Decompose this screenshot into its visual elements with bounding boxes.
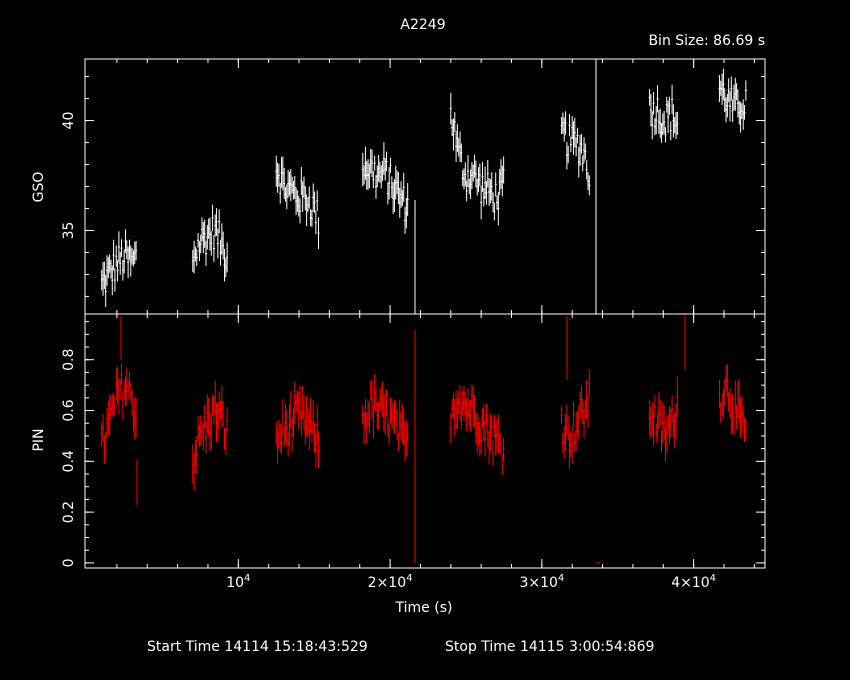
x-tick-label: 3×104 [519,573,564,591]
x-tick-label: 104 [226,573,250,591]
data-segment [449,384,505,475]
data-segment [560,111,591,196]
data-segment [275,155,320,249]
y-tick-label: 0.8 [61,349,77,371]
gso-axis-label: GSO [31,172,47,203]
y-tick-label: 40 [61,112,77,130]
panel-frame [84,313,766,569]
data-layer [100,59,747,564]
data-segment [100,363,138,465]
bin-size-label: Bin Size: 86.69 s [648,33,765,49]
pin-axis-label: PIN [31,428,47,451]
data-segment [100,229,138,307]
data-segment [718,364,747,443]
y-tick-label: 0.2 [61,501,77,523]
start-time-label: Start Time 14114 15:18:43:529 [147,639,368,655]
y-tick-label: 0.6 [61,399,77,421]
y-tick-label: 35 [61,222,77,240]
data-segment [449,92,505,226]
x-tick-label: 4×104 [671,573,716,591]
data-segment [361,142,409,235]
data-segment [718,68,747,133]
axes-layer: 35 40 0 0.2 0.4 0.6 0.8 104 2×104 3×104 4×104 [61,58,766,591]
data-segment [191,380,229,491]
data-segment [560,369,591,469]
y-tick-label: 0.4 [61,450,77,472]
data-segment [648,376,679,462]
chart-title: A2249 [400,17,445,33]
data-segment [361,374,409,463]
x-axis-label: Time (s) [395,600,453,616]
data-segment [191,204,229,282]
x-tick-label: 2×104 [368,573,413,591]
data-segment [275,381,320,469]
stop-time-label: Stop Time 14115 3:00:54:869 [445,639,654,655]
y-tick-label: 0 [61,558,77,567]
panel-frame [84,58,766,315]
data-segment [648,84,679,143]
